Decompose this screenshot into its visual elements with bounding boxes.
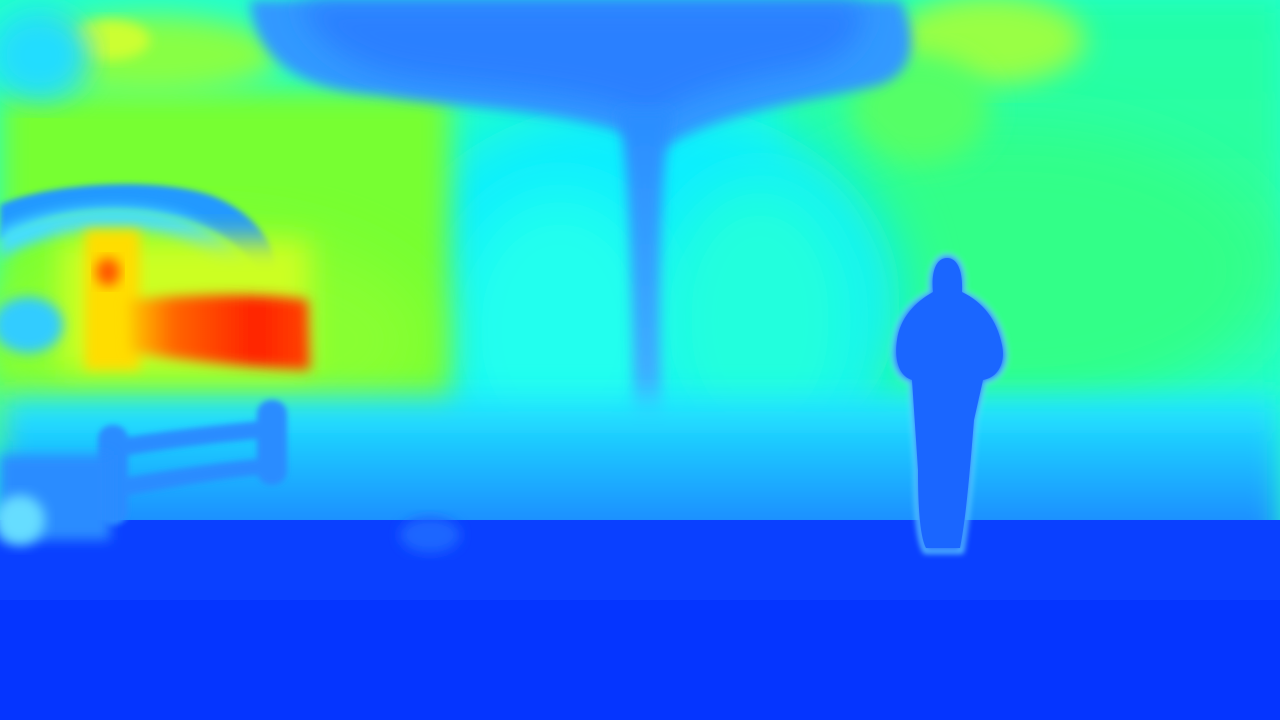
left-vehicle <box>0 184 310 370</box>
ground <box>0 395 1280 720</box>
fence <box>0 400 287 545</box>
tree-trunk <box>618 110 672 470</box>
tree-canopy <box>250 0 912 150</box>
person <box>891 253 1008 554</box>
